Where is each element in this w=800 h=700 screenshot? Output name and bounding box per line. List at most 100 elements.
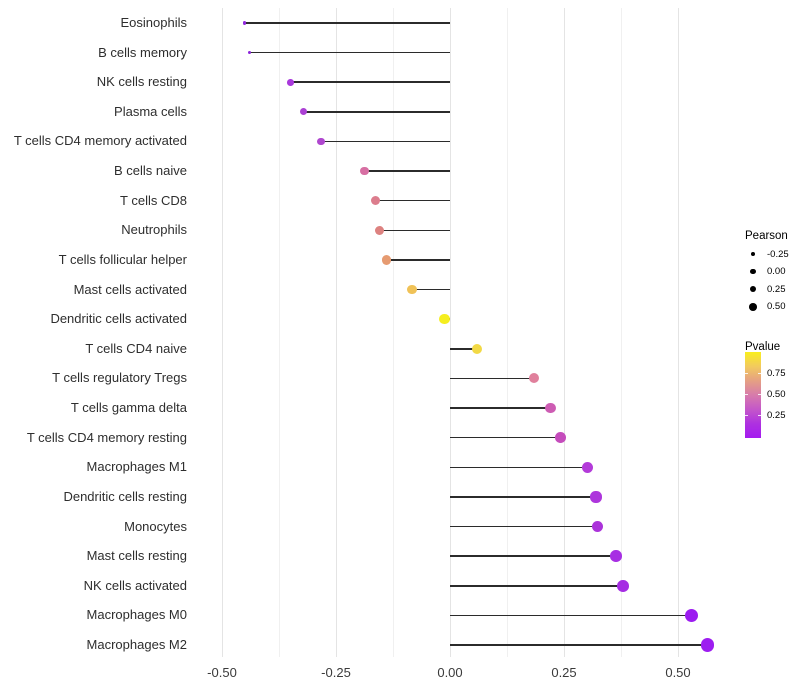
lollipop-dot <box>360 166 370 176</box>
lollipop-dot <box>591 520 603 533</box>
lollipop-stem <box>450 348 478 350</box>
gridline-minor <box>393 8 394 657</box>
lollipop-dot <box>243 21 247 25</box>
lollipop-dot <box>407 284 418 295</box>
lollipop-dot <box>528 373 539 384</box>
y-axis-label: Eosinophils <box>120 15 188 30</box>
lollipop-stem <box>450 436 561 439</box>
y-axis-label: T cells gamma delta <box>70 400 187 416</box>
lollipop-dot <box>610 550 622 562</box>
lollipop-stem <box>379 229 450 232</box>
pearson-legend-title: Pearson <box>745 230 788 242</box>
pearson-legend-label: 0.50 <box>767 301 786 313</box>
lollipop-stem <box>249 51 450 54</box>
lollipop-stem <box>450 407 551 409</box>
pearson-legend-dot <box>750 251 756 257</box>
lollipop-dot <box>581 461 593 473</box>
lollipop-stem <box>450 377 534 380</box>
x-tick-label: 0.25 <box>551 665 577 680</box>
lollipop-stem <box>450 496 596 498</box>
gridline-minor <box>279 8 280 657</box>
lollipop-dot <box>439 314 450 325</box>
y-axis-label: Macrophages M0 <box>86 607 187 623</box>
lollipop-dot <box>617 579 630 592</box>
lollipop-stem <box>320 140 450 143</box>
gridline-major <box>336 8 337 657</box>
lollipop-dot <box>545 402 557 414</box>
pearson-legend-label: 0.25 <box>767 283 786 295</box>
x-tick-label: 0.50 <box>665 665 691 680</box>
pearson-legend-dot <box>750 268 756 275</box>
gridline-minor <box>621 8 622 657</box>
pearson-legend-dot <box>749 285 757 293</box>
pvalue-colorbar-tick <box>758 373 761 375</box>
y-axis-label: Dendritic cells resting <box>63 488 187 504</box>
x-tick-label: -0.50 <box>207 665 237 680</box>
y-axis-label: Macrophages M2 <box>86 637 187 653</box>
gridline-major <box>564 8 565 657</box>
lollipop-stem <box>386 259 450 261</box>
pearson-legend-dot <box>749 302 757 311</box>
gridline-major <box>222 8 223 657</box>
y-axis-label: Mast cells resting <box>86 548 187 564</box>
lollipop-dot <box>684 608 698 622</box>
pvalue-colorbar-tick <box>758 415 761 417</box>
y-axis-label: T cells CD4 memory resting <box>26 429 187 445</box>
y-axis-label: T cells follicular helper <box>58 251 187 267</box>
lollipop-dot <box>472 343 483 354</box>
pvalue-legend-label: 0.50 <box>767 388 786 400</box>
y-axis-label: T cells CD4 memory activated <box>13 133 187 149</box>
lollipop-dot <box>700 638 715 652</box>
pvalue-colorbar-tick <box>745 373 748 375</box>
pvalue-colorbar-tick <box>758 394 761 396</box>
pvalue-colorbar <box>745 352 761 438</box>
lollipop-dot <box>370 196 380 206</box>
y-axis-label: NK cells resting <box>96 74 187 90</box>
x-tick-label: 0.00 <box>437 665 463 680</box>
pvalue-legend-label: 0.25 <box>767 409 786 421</box>
y-axis-label: T cells CD8 <box>120 192 187 208</box>
lollipop-dot <box>317 137 325 146</box>
lollipop-stem <box>450 585 624 587</box>
lollipop-stem <box>290 81 450 83</box>
lollipop-stem <box>450 525 598 528</box>
lollipop-dot <box>555 432 567 444</box>
lollipop-dot <box>299 108 307 116</box>
pvalue-colorbar-tick <box>745 415 748 417</box>
lollipop-stem <box>450 466 588 469</box>
lollipop-stem <box>412 288 450 291</box>
gridline-major <box>678 8 679 657</box>
y-axis-label: Dendritic cells activated <box>50 311 187 327</box>
y-axis-label: Neutrophils <box>121 222 187 238</box>
y-axis-label: T cells regulatory Tregs <box>52 370 187 386</box>
gridline-major <box>450 8 451 657</box>
y-axis-label: Mast cells activated <box>73 281 187 297</box>
y-axis-label: B cells memory <box>98 44 187 60</box>
pearson-legend-label: -0.25 <box>767 248 789 260</box>
gridline-minor <box>507 8 508 657</box>
lollipop-dot <box>374 225 384 235</box>
pearson-legend-label: 0.00 <box>767 266 786 278</box>
y-axis-label: T cells CD4 naive <box>85 340 187 356</box>
y-axis-label: B cells naive <box>114 163 187 179</box>
lollipop-stem <box>303 111 450 113</box>
lollipop-dot <box>248 51 252 55</box>
x-tick-label: -0.25 <box>321 665 351 680</box>
lollipop-dot <box>590 491 602 503</box>
lollipop-stem <box>450 555 616 557</box>
lollipop-stem <box>375 199 450 202</box>
pvalue-legend-title: Pvalue <box>745 341 781 353</box>
lollipop-dot <box>287 78 294 86</box>
y-axis-label: Macrophages M1 <box>86 459 187 475</box>
lollipop-dot <box>381 255 392 265</box>
lollipop-stem <box>244 22 450 24</box>
lollipop-stem <box>364 170 450 172</box>
lollipop-stem <box>450 644 708 646</box>
y-axis-label: Plasma cells <box>114 103 187 119</box>
y-axis-label: NK cells activated <box>83 577 187 593</box>
pvalue-colorbar-tick <box>745 394 748 396</box>
pvalue-legend-label: 0.75 <box>767 367 786 379</box>
y-axis-label: Monocytes <box>124 518 187 534</box>
lollipop-stem <box>450 614 692 617</box>
